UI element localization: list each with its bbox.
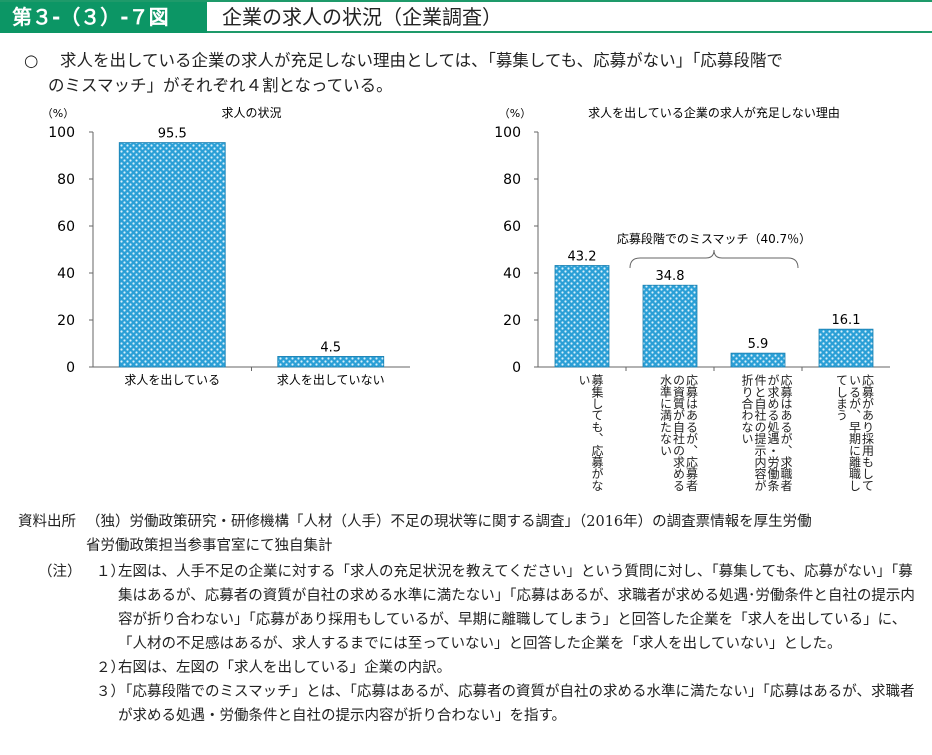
y-tick-label: 20 [503, 313, 521, 329]
y-tick-label: 80 [503, 172, 521, 188]
y-tick-label: 0 [512, 360, 521, 376]
y-axis-unit: （%） [499, 107, 531, 120]
note-3: ３） 「応募段階でのミスマッチ」とは、「応募はあるが、応募者の資質が自社の求める水… [38, 680, 924, 728]
note-2: ２） 右図は、左図の「求人を出している」企業の内訳。 [38, 656, 924, 680]
bar [642, 284, 698, 368]
annotation-label: 応募段階でのミスマッチ（40.7％） [617, 231, 811, 246]
y-tick-label: 40 [503, 266, 521, 282]
data-label: 95.5 [158, 127, 187, 142]
category-label: 応募はあるが、応募者の資質が自社の求める水準に満たない [658, 374, 699, 492]
y-tick-label: 100 [48, 125, 75, 141]
footer-block: 資料出所 （独）労働政策研究・研修機構「人材（人手）不足の現状等に関する調査」（… [18, 510, 924, 728]
chart-title: 求人を出している企業の求人が充足しない理由 [588, 105, 840, 120]
bar [818, 328, 874, 368]
y-tick-label: 60 [503, 219, 521, 235]
category-label: 応募があり採用もしているが、早期に離職してしまう [834, 374, 875, 492]
source-text-2: 省労働政策担当参事官室にて独自集計 [86, 538, 333, 554]
note-number: ２） [96, 660, 125, 676]
category-label: 応募はあるが、求職者が求める処遇・労働条件と自社の提示内容が折り合わない [740, 374, 793, 492]
y-tick-label: 100 [494, 125, 521, 141]
brace [629, 249, 799, 269]
data-label: 5.9 [748, 337, 769, 352]
bar [277, 356, 385, 368]
y-tick-label: 20 [57, 313, 75, 329]
bar [118, 142, 226, 368]
circle-bullet-icon: ○ [24, 51, 39, 70]
note-1: （注） １） 左図は、人手不足の企業に対する「求人の充足状況を教えてください」という… [38, 560, 924, 656]
figure-header: 第３-（３）-７図 企業の求人の状況（企業調査） [0, 0, 932, 33]
chart-title: 求人の状況 [221, 105, 281, 120]
lead-text: ○ 求人を出している企業の求人が充足しない理由としては、「募集しても、応募がない」… [24, 48, 924, 98]
charts-svg: （%） 求人の状況 0 20 40 60 80 100 95.5 求人を出している 4.5 求人を出し… [42, 105, 890, 387]
notes-block: （注） １） 左図は、人手不足の企業に対する「求人の充足状況を教えてください」という… [18, 560, 924, 728]
y-tick-label: 40 [57, 266, 75, 282]
note-number: １） [96, 564, 125, 580]
y-axis-unit: （%） [42, 107, 74, 120]
source-label: 資料出所 [18, 514, 76, 530]
bar [554, 265, 610, 368]
y-tick-label: 60 [57, 219, 75, 235]
data-label: 43.2 [568, 249, 597, 264]
lead-line-2: のミスマッチ」がそれぞれ４割となっている。 [48, 76, 393, 95]
note-text: 右図は、左図の「求人を出している」企業の内訳。 [118, 660, 452, 676]
source-text-1: （独）労働政策研究・研修機構「人材（人手）不足の現状等に関する調査」（2016年… [86, 514, 812, 530]
figure-title: 企業の求人の状況（企業調査） [222, 5, 502, 29]
lead-line-1: 求人を出している企業の求人が充足しない理由としては、「募集しても、応募がない」「… [60, 51, 783, 70]
category-label: 求人を出していない [277, 373, 385, 387]
note-number: ３） [96, 684, 125, 700]
bar [730, 352, 786, 368]
category-label: 募集しても、応募がない [577, 374, 604, 492]
figure-number: 第３-（３）-７図 [0, 2, 207, 33]
note-text: 左図は、人手不足の企業に対する「求人の充足状況を教えてください」という質問に対し… [118, 564, 915, 652]
y-tick-label: 0 [66, 360, 75, 376]
data-label: 4.5 [320, 340, 341, 355]
category-label: 求人を出している [124, 373, 220, 387]
notes-label: （注） [38, 564, 82, 580]
data-label: 34.8 [656, 269, 685, 284]
data-label: 16.1 [832, 313, 861, 328]
y-tick-label: 80 [57, 172, 75, 188]
note-text: 「応募段階でのミスマッチ」とは、「応募はあるが、応募者の資質が自社の求める水準に… [118, 684, 915, 724]
source-block: 資料出所 （独）労働政策研究・研修機構「人材（人手）不足の現状等に関する調査」（… [18, 510, 924, 558]
